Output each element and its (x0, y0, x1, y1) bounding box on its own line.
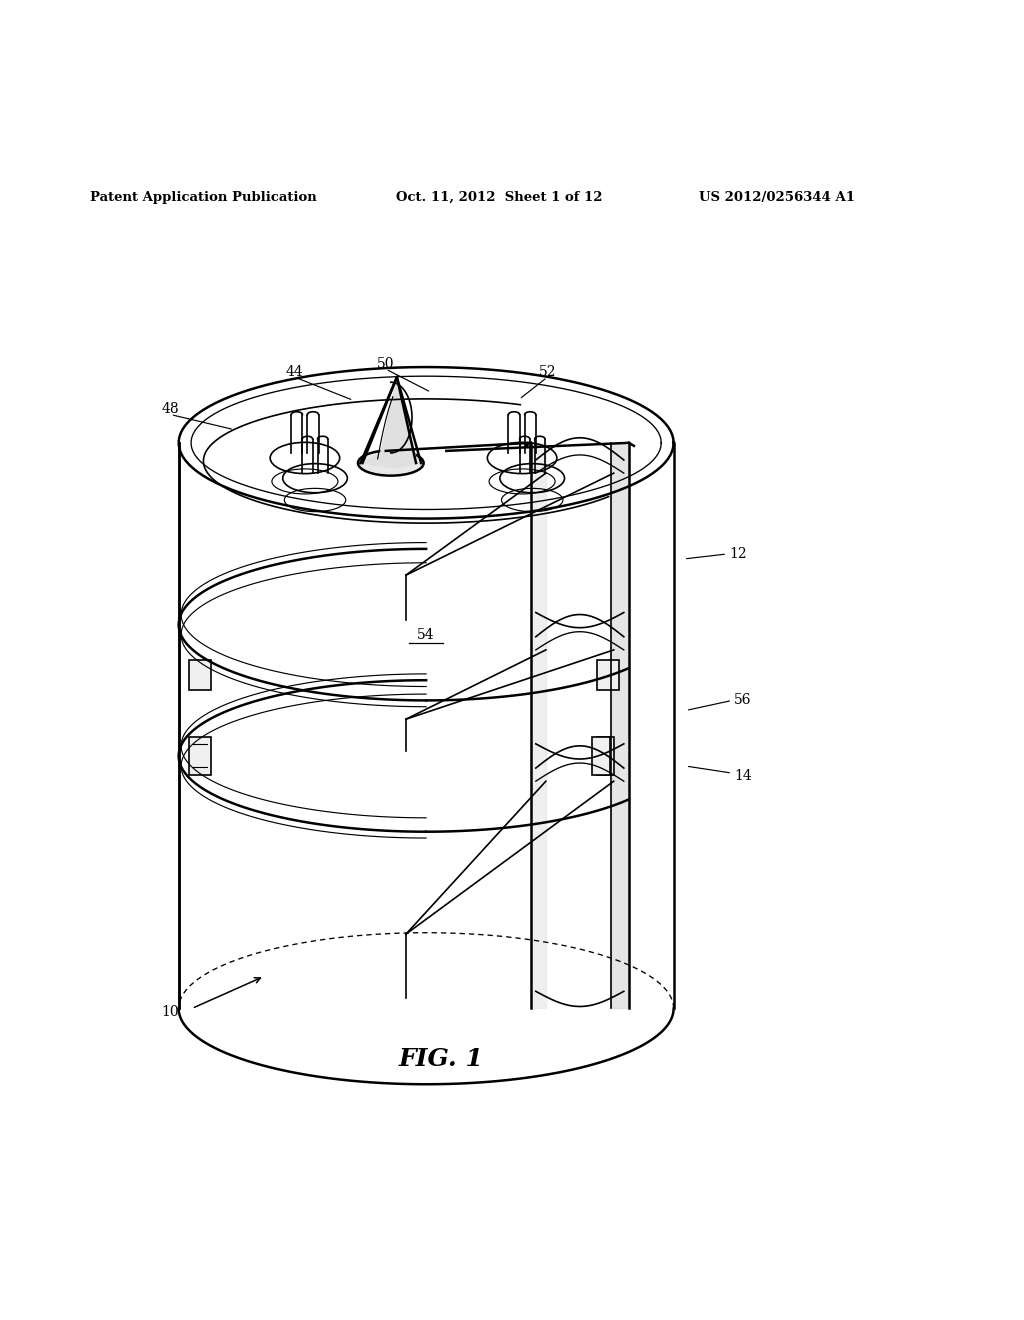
Polygon shape (362, 378, 417, 469)
Polygon shape (530, 442, 546, 1008)
Text: 52: 52 (539, 366, 556, 379)
Text: Patent Application Publication: Patent Application Publication (90, 191, 316, 203)
Text: 14: 14 (734, 770, 752, 783)
Ellipse shape (358, 450, 424, 475)
Text: 12: 12 (729, 546, 746, 561)
FancyBboxPatch shape (593, 737, 610, 775)
Text: FIG. 1: FIG. 1 (399, 1047, 483, 1071)
FancyBboxPatch shape (188, 660, 211, 690)
Text: 56: 56 (734, 693, 752, 708)
Text: 44: 44 (286, 366, 304, 379)
Text: 10: 10 (161, 1005, 178, 1019)
Text: Oct. 11, 2012  Sheet 1 of 12: Oct. 11, 2012 Sheet 1 of 12 (396, 191, 602, 203)
Text: 48: 48 (162, 403, 179, 417)
Polygon shape (610, 442, 629, 1008)
Text: 50: 50 (377, 356, 394, 371)
FancyBboxPatch shape (597, 660, 618, 690)
FancyBboxPatch shape (597, 737, 614, 775)
Text: US 2012/0256344 A1: US 2012/0256344 A1 (698, 191, 855, 203)
Text: 54: 54 (418, 628, 435, 642)
FancyBboxPatch shape (188, 737, 211, 775)
